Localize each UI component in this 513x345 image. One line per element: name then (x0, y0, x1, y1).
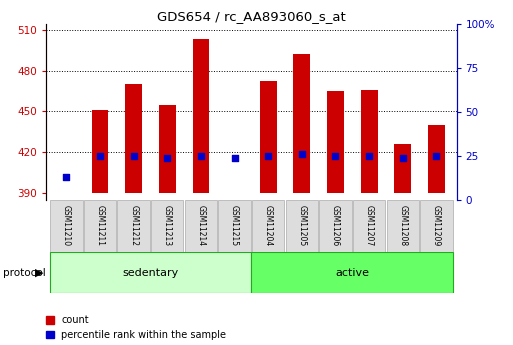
Text: active: active (336, 268, 369, 277)
Text: ▶: ▶ (35, 268, 44, 277)
Bar (159, 105, 175, 193)
Point (399, 155, 407, 161)
Point (62, 175, 70, 180)
Bar (260, 81, 277, 193)
Point (197, 153, 205, 159)
Text: sedentary: sedentary (122, 268, 179, 277)
Title: GDS654 / rc_AA893060_s_at: GDS654 / rc_AA893060_s_at (157, 10, 346, 23)
Bar (125, 84, 142, 193)
Point (331, 153, 340, 159)
Bar (361, 90, 378, 193)
Bar (192, 39, 209, 193)
Text: GSM11210: GSM11210 (62, 205, 71, 247)
Text: GSM11208: GSM11208 (398, 205, 407, 247)
FancyBboxPatch shape (117, 200, 150, 252)
Point (163, 155, 171, 161)
Point (129, 153, 137, 159)
FancyBboxPatch shape (219, 200, 251, 252)
Bar (394, 144, 411, 193)
FancyBboxPatch shape (286, 200, 318, 252)
Point (264, 153, 272, 159)
Bar (92, 110, 108, 193)
FancyBboxPatch shape (50, 252, 251, 293)
FancyBboxPatch shape (185, 200, 217, 252)
Legend: count, percentile rank within the sample: count, percentile rank within the sample (46, 315, 226, 340)
Text: GSM11204: GSM11204 (264, 205, 273, 247)
FancyBboxPatch shape (50, 200, 83, 252)
Text: GSM11215: GSM11215 (230, 205, 239, 247)
Bar (428, 125, 445, 193)
FancyBboxPatch shape (251, 252, 453, 293)
Point (96, 153, 104, 159)
Point (230, 155, 239, 161)
Bar (293, 54, 310, 193)
FancyBboxPatch shape (420, 200, 452, 252)
Bar (327, 91, 344, 193)
Text: protocol: protocol (3, 268, 45, 277)
Point (298, 151, 306, 157)
FancyBboxPatch shape (353, 200, 385, 252)
FancyBboxPatch shape (319, 200, 351, 252)
Text: GSM11211: GSM11211 (95, 206, 105, 246)
Text: GSM11205: GSM11205 (298, 205, 306, 247)
Text: GSM11209: GSM11209 (432, 205, 441, 247)
Point (365, 153, 373, 159)
Text: GSM11206: GSM11206 (331, 205, 340, 247)
FancyBboxPatch shape (84, 200, 116, 252)
Text: GSM11207: GSM11207 (365, 205, 373, 247)
FancyBboxPatch shape (252, 200, 284, 252)
Text: GSM11212: GSM11212 (129, 206, 138, 246)
FancyBboxPatch shape (387, 200, 419, 252)
Text: GSM11213: GSM11213 (163, 205, 172, 247)
Text: GSM11214: GSM11214 (196, 205, 205, 247)
FancyBboxPatch shape (151, 200, 184, 252)
Point (432, 153, 441, 159)
